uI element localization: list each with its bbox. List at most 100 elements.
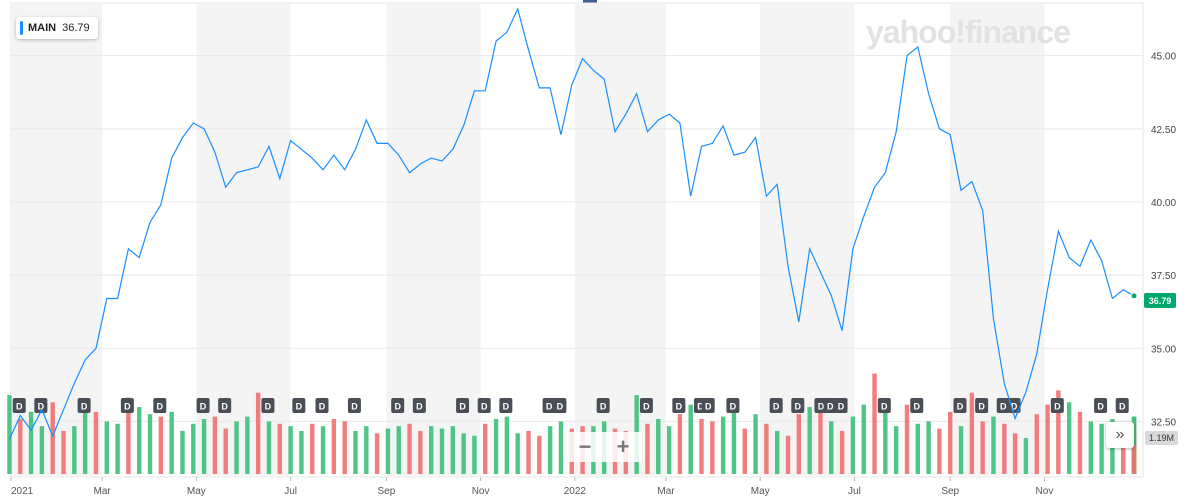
dividend-marker (1094, 398, 1108, 413)
last-price-dot (1130, 292, 1138, 300)
volume-bar (1002, 423, 1007, 474)
dividend-marker-label: D (200, 402, 207, 412)
dividend-marker-label: D (351, 402, 358, 412)
dividend-marker-label: D (838, 402, 845, 412)
dividend-marker (701, 398, 715, 413)
dividend-marker (391, 398, 405, 413)
volume-bar (861, 404, 866, 474)
dividend-marker (347, 398, 361, 413)
dividend-marker (292, 398, 306, 413)
volume-bar (223, 428, 228, 474)
dividend-marker-label: D (773, 402, 780, 412)
volume-bar (526, 430, 531, 474)
volume-bar (342, 421, 347, 474)
dividend-marker (726, 398, 740, 413)
volume-bar (374, 433, 380, 474)
range-marker (583, 0, 597, 3)
volume-bar (180, 430, 185, 474)
dividend-marker-label: D (38, 402, 45, 412)
y-tick-label: 32.50 (1151, 417, 1176, 428)
double-chevron-right-icon[interactable]: » (1106, 422, 1134, 448)
dividend-marker (1050, 398, 1064, 413)
volume-bar (1099, 423, 1104, 474)
dividend-marker-label: D (705, 402, 712, 412)
dividend-marker-label: D (221, 402, 228, 412)
volume-bar (428, 426, 434, 474)
dividend-marker-label: D (1119, 402, 1126, 412)
dividend-marker (456, 398, 470, 413)
y-tick-label: 40.00 (1151, 198, 1176, 209)
dividend-marker (834, 398, 848, 413)
dividend-marker (877, 398, 891, 413)
volume-bar (396, 426, 401, 474)
y-tick-label: 37.50 (1151, 271, 1176, 282)
volume-bar (472, 435, 477, 474)
symbol-badge[interactable]: MAIN 36.79 (16, 17, 98, 39)
volume-bar (299, 430, 304, 474)
dividend-marker-label: D (1011, 402, 1018, 412)
dividend-marker (218, 398, 232, 413)
volume-bar (850, 416, 856, 474)
dividend-marker (769, 398, 783, 413)
dividend-marker-label: D (265, 402, 272, 412)
volume-bar (115, 423, 120, 474)
dividend-marker-label: D (157, 402, 164, 412)
volume-bar (137, 407, 142, 474)
volume-bar (504, 416, 510, 474)
dividend-marker (196, 398, 210, 413)
dividend-marker-label: D (319, 402, 326, 412)
volume-bar (839, 430, 845, 474)
volume-bar (245, 416, 250, 474)
dividend-marker (477, 398, 491, 413)
dividend-marker (672, 398, 686, 413)
volume-bar (1056, 390, 1061, 474)
volume-bar (883, 411, 888, 474)
volume-bar (980, 421, 985, 474)
dividend-marker (77, 398, 91, 413)
x-tick-label: Sep (377, 486, 395, 497)
volume-bar (82, 402, 88, 474)
dividend-marker (12, 398, 26, 413)
volume-bar (50, 402, 55, 474)
plus-icon[interactable]: + (616, 434, 630, 459)
volume-bar (915, 423, 920, 474)
dividend-marker-label: D (1097, 402, 1104, 412)
x-tick-label: Nov (472, 486, 490, 497)
volume-bar (720, 416, 726, 474)
x-tick-label: May (187, 486, 206, 497)
x-tick-label: Jul (848, 486, 861, 497)
volume-bar (147, 414, 153, 474)
volume-bar (818, 402, 823, 474)
volume-bar (493, 419, 499, 474)
volume-bar (277, 423, 282, 474)
volume-bar (1121, 428, 1126, 474)
volume-bar (688, 404, 693, 474)
dividend-marker-label: D (1054, 402, 1061, 412)
minus-icon[interactable]: − (578, 434, 592, 459)
volume-bar (969, 392, 975, 474)
current-price-flag: 36.79 (1144, 293, 1176, 308)
dividend-marker-label: D (697, 402, 704, 412)
volume-bar (656, 419, 661, 474)
dividend-marker (910, 398, 924, 413)
dividend-marker (791, 398, 805, 413)
volume-bar (1034, 414, 1039, 474)
volume-bar (1012, 433, 1018, 474)
volume-bar (775, 430, 780, 474)
ticker-symbol: MAIN (28, 22, 57, 34)
volume-bar (731, 411, 737, 474)
price-line (8, 7, 1135, 440)
dividend-marker-label: D (913, 402, 920, 412)
series-color-swatch (20, 21, 23, 35)
dividend-marker (1007, 398, 1021, 413)
x-tick-label: Jul (284, 486, 297, 497)
last-price: 36.79 (62, 22, 90, 34)
dividend-marker (953, 398, 967, 413)
volume-bar (537, 435, 542, 474)
dividend-marker (120, 398, 134, 413)
y-tick-label: 42.50 (1151, 125, 1176, 136)
volume-bar (320, 426, 326, 474)
volume-bar (764, 423, 769, 474)
